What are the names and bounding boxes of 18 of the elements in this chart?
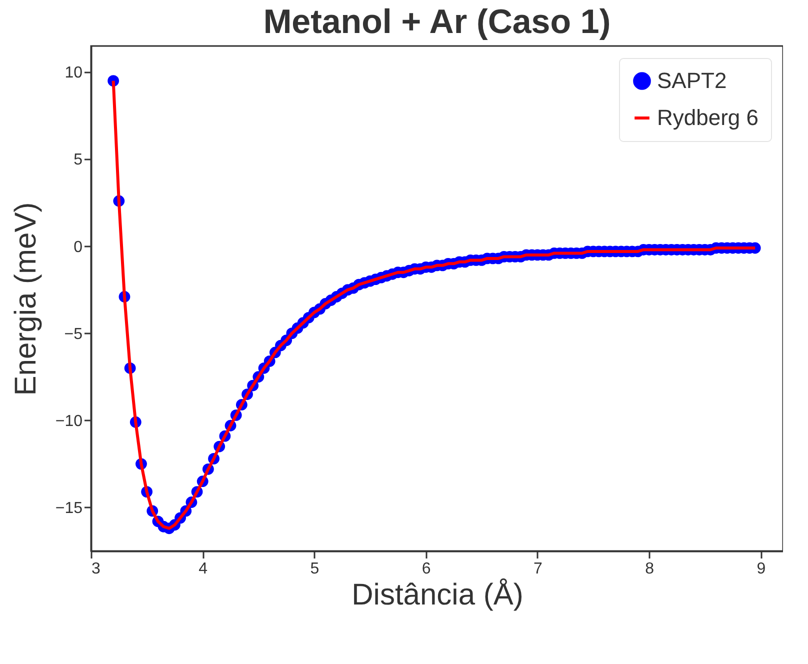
- y-tick-label: −15: [55, 500, 83, 517]
- y-tick-label: −10: [55, 412, 83, 430]
- x-axis-title: Distância (Å): [352, 578, 524, 612]
- x-tick-label: 5: [310, 560, 320, 578]
- y-tick-label: −5: [64, 326, 83, 343]
- x-tick-label: 3: [92, 560, 100, 578]
- legend-label: SAPT2: [657, 68, 727, 93]
- x-tick-label: 9: [756, 560, 766, 578]
- y-tick-label: 5: [74, 152, 83, 169]
- x-tick-label: 7: [534, 560, 542, 578]
- x-tick-label: 8: [645, 560, 654, 578]
- y-tick-label: 10: [64, 64, 83, 82]
- y-tick-label: 0: [74, 238, 83, 256]
- chart-title: Metanol + Ar (Caso 1): [263, 3, 611, 41]
- x-tick-label: 4: [198, 560, 208, 578]
- y-axis-title: Energia (meV): [9, 202, 42, 396]
- legend-label: Rydberg 6: [657, 105, 759, 130]
- x-tick-label: 6: [422, 560, 431, 578]
